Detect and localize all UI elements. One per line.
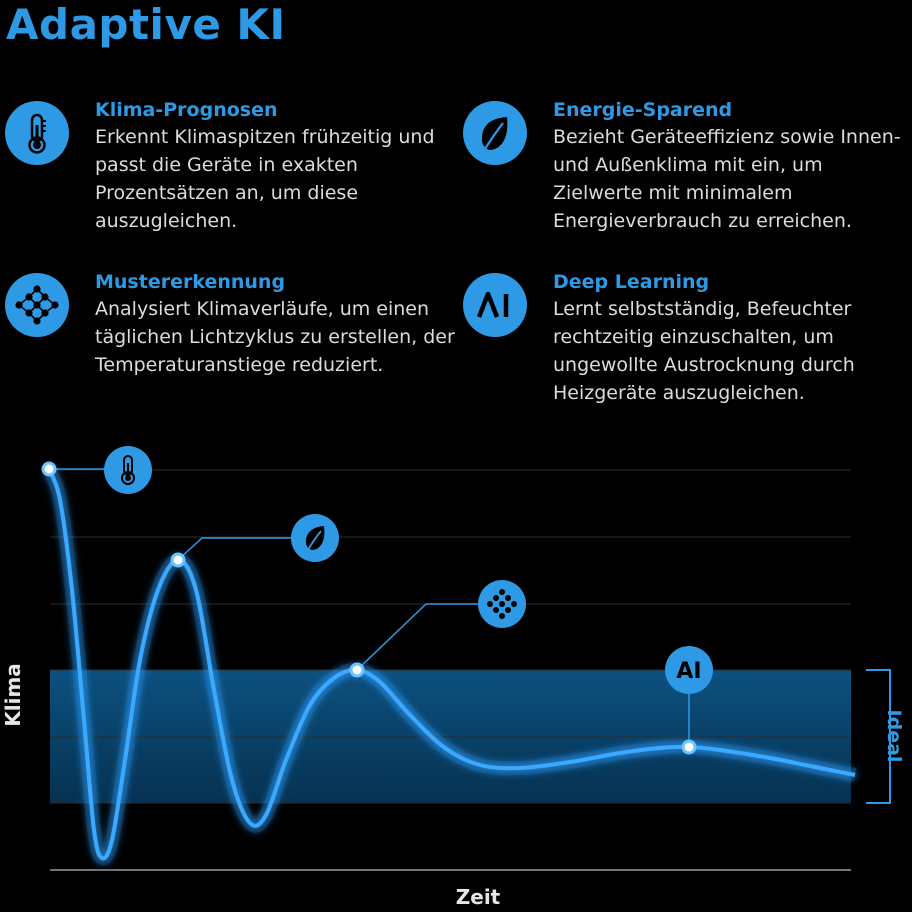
ideal-bracket [866,669,891,804]
feature-text: Lernt selbstständig, Befeuchter rechtzei… [553,298,855,404]
marker-peak-3 [349,662,365,678]
climate-curve-chart: Ideal Klima Zeit [1,446,905,909]
marker-peak-1 [41,461,57,477]
ideal-label: Ideal [883,710,905,763]
feature-heading: Klima-Prognosen [95,99,278,121]
feature-text: Analysiert Klimaverläufe, um einen tägli… [95,298,455,376]
page-title: Adaptive KI [6,0,286,49]
pattern-dots-icon [5,273,69,337]
feature-text: Bezieht Geräteeffizienz sowie Innen- und… [553,126,901,232]
marker-peak-2 [170,552,186,568]
x-axis-label: Zeit [456,885,501,909]
callout-ai-text: AI [676,659,701,684]
ai-icon [463,273,527,337]
callout-pattern-icon [478,580,526,628]
grid-lines [50,469,851,804]
callout-leaf-icon [291,514,339,562]
leader-lines [49,468,690,747]
climate-curve [42,466,857,866]
feature-heading: Energie-Sparend [553,99,733,121]
curve-markers [41,461,697,755]
y-axis-label: Klima [1,663,25,727]
callout-ai-icon: AI [665,646,713,694]
feature-heading: Deep Learning [553,271,710,293]
feature-heading: Mustererkennung [95,271,286,293]
callout-thermometer-icon [104,446,152,494]
feature-text: Erkennt Klimaspitzen frühzeitig und pass… [95,126,435,232]
thermometer-icon [5,101,69,165]
marker-peak-4 [681,739,697,755]
leaf-icon [463,101,527,165]
